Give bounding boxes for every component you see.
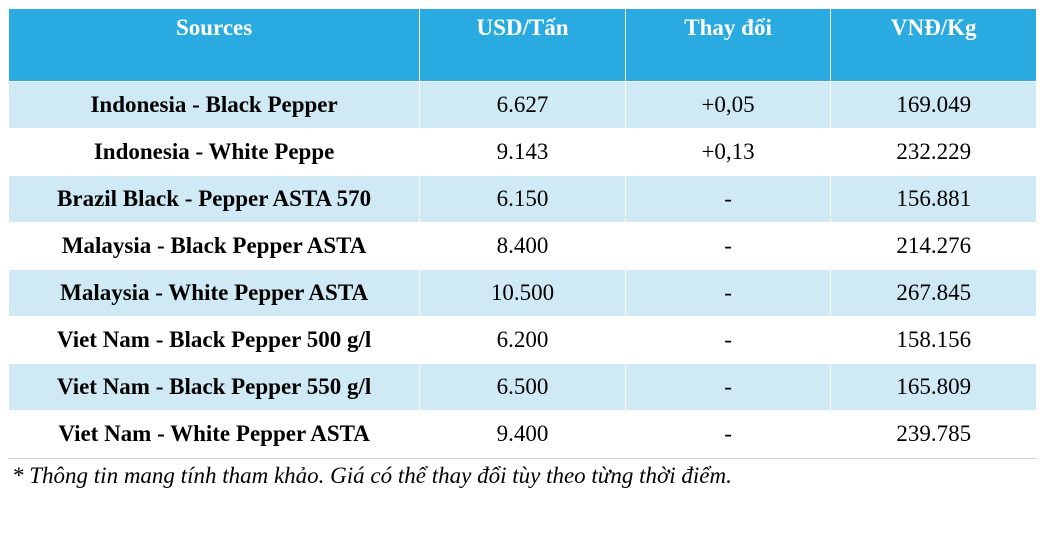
cell-change: - <box>625 317 831 364</box>
cell-change: - <box>625 270 831 317</box>
table-row: Malaysia - White Pepper ASTA 10.500 - 26… <box>9 270 1037 317</box>
table-header-row: Sources USD/Tấn Thay đổi VNĐ/Kg <box>9 9 1037 82</box>
cell-change: - <box>625 223 831 270</box>
cell-vnd: 169.049 <box>831 82 1037 129</box>
cell-source: Indonesia - White Peppe <box>9 129 420 176</box>
pepper-price-table: Sources USD/Tấn Thay đổi VNĐ/Kg Indonesi… <box>8 8 1037 458</box>
cell-usd: 9.400 <box>420 411 626 458</box>
table-row: Viet Nam - Black Pepper 500 g/l 6.200 - … <box>9 317 1037 364</box>
cell-source: Malaysia - Black Pepper ASTA <box>9 223 420 270</box>
cell-vnd: 214.276 <box>831 223 1037 270</box>
cell-change: +0,13 <box>625 129 831 176</box>
table-row: Viet Nam - Black Pepper 550 g/l 6.500 - … <box>9 364 1037 411</box>
cell-usd: 9.143 <box>420 129 626 176</box>
cell-source: Indonesia - Black Pepper <box>9 82 420 129</box>
cell-source: Malaysia - White Pepper ASTA <box>9 270 420 317</box>
col-header-sources: Sources <box>9 9 420 82</box>
footnote: * Thông tin mang tính tham khảo. Giá có … <box>8 458 1037 491</box>
cell-source: Viet Nam - Black Pepper 500 g/l <box>9 317 420 364</box>
cell-change: +0,05 <box>625 82 831 129</box>
cell-vnd: 267.845 <box>831 270 1037 317</box>
pepper-price-table-container: Sources USD/Tấn Thay đổi VNĐ/Kg Indonesi… <box>8 8 1037 491</box>
cell-source: Brazil Black - Pepper ASTA 570 <box>9 176 420 223</box>
cell-vnd: 232.229 <box>831 129 1037 176</box>
cell-usd: 8.400 <box>420 223 626 270</box>
cell-usd: 10.500 <box>420 270 626 317</box>
table-row: Viet Nam - White Pepper ASTA 9.400 - 239… <box>9 411 1037 458</box>
cell-source: Viet Nam - White Pepper ASTA <box>9 411 420 458</box>
cell-vnd: 156.881 <box>831 176 1037 223</box>
cell-change: - <box>625 411 831 458</box>
table-row: Malaysia - Black Pepper ASTA 8.400 - 214… <box>9 223 1037 270</box>
cell-vnd: 165.809 <box>831 364 1037 411</box>
table-row: Indonesia - Black Pepper 6.627 +0,05 169… <box>9 82 1037 129</box>
cell-source: Viet Nam - Black Pepper 550 g/l <box>9 364 420 411</box>
cell-vnd: 239.785 <box>831 411 1037 458</box>
cell-usd: 6.500 <box>420 364 626 411</box>
table-row: Brazil Black - Pepper ASTA 570 6.150 - 1… <box>9 176 1037 223</box>
cell-vnd: 158.156 <box>831 317 1037 364</box>
col-header-usd-ton: USD/Tấn <box>420 9 626 82</box>
cell-usd: 6.627 <box>420 82 626 129</box>
cell-usd: 6.150 <box>420 176 626 223</box>
table-row: Indonesia - White Peppe 9.143 +0,13 232.… <box>9 129 1037 176</box>
cell-change: - <box>625 364 831 411</box>
cell-usd: 6.200 <box>420 317 626 364</box>
col-header-change: Thay đổi <box>625 9 831 82</box>
col-header-vnd-kg: VNĐ/Kg <box>831 9 1037 82</box>
cell-change: - <box>625 176 831 223</box>
